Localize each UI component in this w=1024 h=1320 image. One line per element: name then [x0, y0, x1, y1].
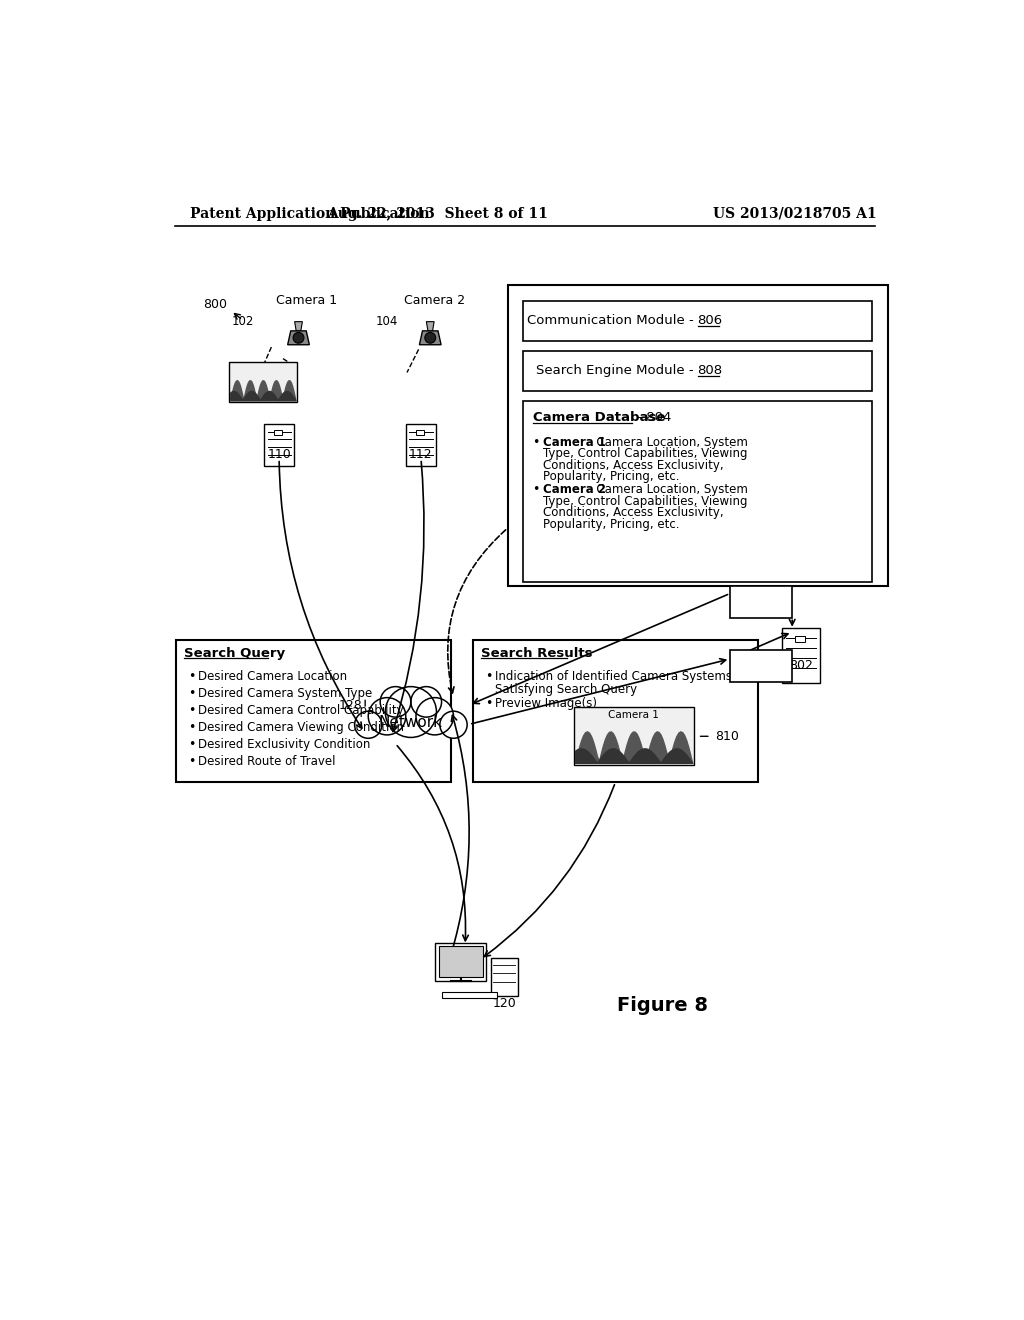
- FancyBboxPatch shape: [490, 958, 518, 997]
- Text: Desired Camera Viewing Condition: Desired Camera Viewing Condition: [198, 721, 403, 734]
- FancyBboxPatch shape: [781, 628, 820, 684]
- Text: Search: Search: [741, 655, 781, 668]
- Circle shape: [385, 686, 436, 738]
- Text: Indication of Identified Camera Systems: Indication of Identified Camera Systems: [495, 671, 731, 684]
- FancyBboxPatch shape: [264, 424, 294, 466]
- Circle shape: [411, 686, 441, 717]
- FancyBboxPatch shape: [730, 649, 793, 682]
- Text: Search Query: Search Query: [183, 647, 285, 660]
- Circle shape: [380, 686, 411, 717]
- Circle shape: [293, 333, 304, 343]
- Text: 102: 102: [231, 315, 254, 329]
- Text: 110: 110: [267, 449, 291, 462]
- Text: 806: 806: [697, 314, 723, 327]
- FancyBboxPatch shape: [176, 640, 452, 781]
- Text: - 804: - 804: [633, 411, 672, 424]
- Text: Search Results: Search Results: [480, 647, 592, 660]
- Polygon shape: [426, 322, 434, 331]
- Text: Camera 1: Camera 1: [543, 436, 605, 449]
- Circle shape: [354, 711, 382, 738]
- Text: •: •: [188, 755, 196, 768]
- Text: Results: Results: [739, 665, 782, 678]
- Circle shape: [416, 698, 454, 735]
- Text: Desired Route of Travel: Desired Route of Travel: [198, 755, 335, 768]
- FancyBboxPatch shape: [730, 586, 793, 618]
- FancyBboxPatch shape: [441, 991, 497, 998]
- Text: 112: 112: [410, 449, 433, 462]
- Text: Type, Control Capabilities, Viewing: Type, Control Capabilities, Viewing: [543, 447, 748, 461]
- Text: 128: 128: [338, 698, 362, 711]
- Text: Conditions, Access Exclusivity,: Conditions, Access Exclusivity,: [543, 459, 723, 471]
- Polygon shape: [288, 331, 309, 345]
- Text: •: •: [188, 738, 196, 751]
- Text: •: •: [532, 483, 540, 496]
- Text: 802: 802: [788, 659, 813, 672]
- Polygon shape: [420, 331, 441, 345]
- Text: Type, Control Capabilities, Viewing: Type, Control Capabilities, Viewing: [543, 495, 748, 508]
- Text: •: •: [188, 688, 196, 701]
- Text: Popularity, Pricing, etc.: Popularity, Pricing, etc.: [543, 517, 679, 531]
- Text: – Camera Location, System: – Camera Location, System: [583, 436, 748, 449]
- Text: Desired Camera Control Capability: Desired Camera Control Capability: [198, 705, 403, 717]
- Text: Network: Network: [379, 714, 442, 730]
- FancyBboxPatch shape: [508, 285, 888, 586]
- Text: Aug. 22, 2013  Sheet 8 of 11: Aug. 22, 2013 Sheet 8 of 11: [328, 207, 549, 220]
- Text: Preview Image(s): Preview Image(s): [495, 697, 597, 710]
- Circle shape: [369, 698, 406, 735]
- Text: Desired Camera System Type: Desired Camera System Type: [198, 688, 372, 701]
- Text: Patent Application Publication: Patent Application Publication: [190, 207, 430, 220]
- Text: 808: 808: [697, 364, 723, 378]
- FancyBboxPatch shape: [417, 430, 424, 434]
- Text: •: •: [188, 721, 196, 734]
- Text: •: •: [485, 671, 493, 684]
- FancyBboxPatch shape: [573, 708, 693, 766]
- FancyBboxPatch shape: [438, 946, 483, 977]
- Text: •: •: [188, 705, 196, 717]
- Text: Camera 1: Camera 1: [608, 710, 659, 719]
- Text: Search: Search: [741, 591, 781, 605]
- FancyBboxPatch shape: [523, 401, 872, 582]
- Text: Desired Camera Location: Desired Camera Location: [198, 671, 347, 684]
- Text: 104: 104: [376, 315, 397, 329]
- Text: •: •: [485, 697, 493, 710]
- Text: Search Engine Module -: Search Engine Module -: [536, 364, 697, 378]
- Text: 120: 120: [493, 998, 516, 1010]
- FancyBboxPatch shape: [523, 351, 872, 391]
- Text: •: •: [532, 436, 540, 449]
- Circle shape: [440, 711, 467, 738]
- FancyBboxPatch shape: [523, 301, 872, 341]
- Text: Satisfying Search Query: Satisfying Search Query: [495, 682, 637, 696]
- Text: US 2013/0218705 A1: US 2013/0218705 A1: [713, 207, 877, 220]
- FancyBboxPatch shape: [274, 430, 283, 434]
- FancyBboxPatch shape: [435, 942, 486, 981]
- Text: Camera 2: Camera 2: [543, 483, 605, 496]
- Text: Popularity, Pricing, etc.: Popularity, Pricing, etc.: [543, 470, 679, 483]
- Text: 810: 810: [716, 730, 739, 743]
- Text: – Camera Location, System: – Camera Location, System: [583, 483, 748, 496]
- Text: Camera 2: Camera 2: [403, 294, 465, 308]
- Text: 800: 800: [203, 298, 227, 312]
- Text: Camera Database: Camera Database: [532, 411, 665, 424]
- Polygon shape: [295, 322, 302, 331]
- FancyBboxPatch shape: [473, 640, 758, 781]
- Text: •: •: [188, 671, 196, 684]
- Text: Camera 1: Camera 1: [275, 294, 337, 308]
- Text: Conditions, Access Exclusivity,: Conditions, Access Exclusivity,: [543, 507, 723, 520]
- Text: Desired Exclusivity Condition: Desired Exclusivity Condition: [198, 738, 370, 751]
- Text: Figure 8: Figure 8: [617, 995, 709, 1015]
- FancyBboxPatch shape: [407, 424, 435, 466]
- Circle shape: [425, 333, 435, 343]
- FancyBboxPatch shape: [228, 363, 297, 403]
- FancyBboxPatch shape: [795, 636, 805, 642]
- Text: Query: Query: [743, 601, 779, 614]
- Text: Communication Module -: Communication Module -: [526, 314, 697, 327]
